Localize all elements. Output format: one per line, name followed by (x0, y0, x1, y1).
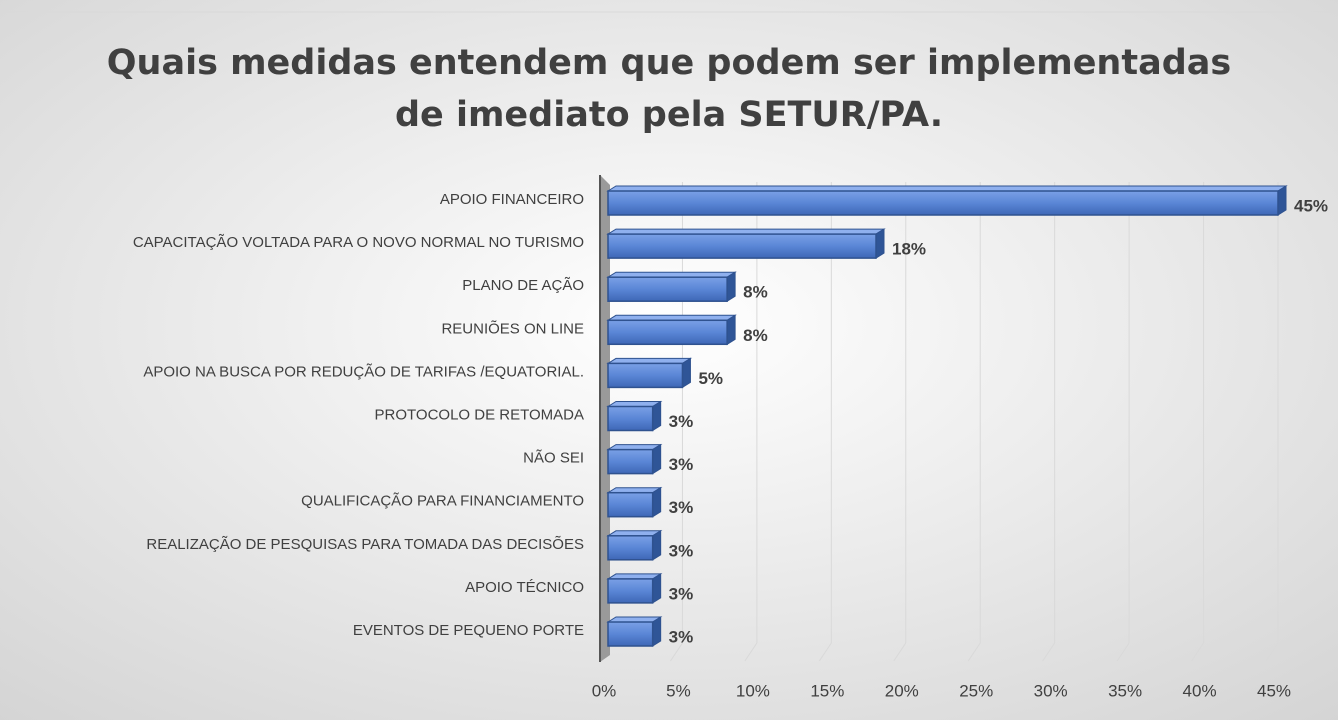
data-label: 5% (698, 369, 723, 388)
y-tick-label: PROTOCOLO DE RETOMADA (375, 406, 584, 423)
bar-side (726, 314, 736, 346)
x-tick-label: 40% (1183, 681, 1217, 700)
chart-title: Quais medidas entendem que podem ser imp… (107, 43, 1231, 83)
grid-line-floor (818, 642, 832, 662)
grid-line-floor (1265, 642, 1279, 662)
bar (607, 405, 654, 432)
data-label: 3% (669, 627, 694, 646)
x-tick-label: 15% (810, 681, 844, 700)
grid-line-floor (670, 642, 683, 662)
bar (607, 233, 877, 259)
data-label: 3% (669, 455, 694, 474)
y-tick-label: PLANO DE AÇÃO (462, 277, 584, 294)
x-tick-label: 35% (1108, 681, 1142, 700)
bar (607, 319, 728, 346)
x-tick-label: 0% (592, 681, 617, 700)
bar (607, 276, 728, 302)
grid-line-floor (1042, 642, 1056, 662)
grid-line-floor (744, 642, 758, 662)
bar-side (652, 443, 662, 475)
bar-side (726, 271, 736, 303)
bar-side (652, 616, 662, 647)
data-label: 45% (1294, 196, 1328, 215)
data-label: 3% (669, 584, 694, 603)
data-label: 3% (669, 541, 694, 560)
x-tick-label: 20% (885, 681, 919, 700)
x-tick-label: 45% (1257, 681, 1291, 700)
bar (607, 535, 654, 561)
bar (607, 448, 654, 475)
data-label: 3% (669, 498, 694, 517)
y-tick-label: APOIO NA BUSCA POR REDUÇÃO DE TARIFAS /E… (143, 363, 584, 380)
grid-line-floor (1191, 642, 1204, 662)
data-label: 8% (743, 326, 768, 345)
bar (607, 362, 684, 389)
data-label: 8% (743, 283, 768, 302)
bar-side (1277, 185, 1287, 216)
bar-side (875, 228, 885, 260)
bar (607, 578, 654, 604)
grid-line-floor (967, 642, 981, 662)
chart-title: de imediato pela SETUR/PA. (395, 95, 943, 135)
x-tick-label: 10% (736, 681, 770, 700)
data-label: 3% (669, 412, 694, 431)
y-tick-label: APOIO FINANCEIRO (440, 191, 584, 208)
y-tick-label: REUNIÕES ON LINE (441, 320, 584, 337)
bar-side (652, 400, 662, 432)
bar-side (652, 486, 662, 518)
x-tick-label: 30% (1034, 681, 1068, 700)
y-tick-label: EVENTOS DE PEQUENO PORTE (353, 622, 584, 639)
bar-side (681, 357, 691, 389)
y-tick-label: APOIO TÉCNICO (465, 579, 584, 596)
grid-line-floor (1116, 642, 1130, 662)
bar (607, 621, 654, 647)
y-tick-label: REALIZAÇÃO DE PESQUISAS PARA TOMADA DAS … (146, 536, 584, 553)
bar (607, 491, 654, 518)
y-tick-label: NÃO SEI (523, 450, 584, 467)
y-tick-label: QUALIFICAÇÃO PARA FINANCIAMENTO (301, 493, 584, 510)
data-label: 18% (892, 240, 926, 259)
x-tick-label: 25% (959, 681, 993, 700)
bar (607, 190, 1279, 216)
y-tick-label: CAPACITAÇÃO VOLTADA PARA O NOVO NORMAL N… (133, 234, 584, 251)
bar-side (652, 572, 662, 604)
bar-side (652, 529, 662, 561)
x-tick-label: 5% (666, 681, 691, 700)
grid-line-floor (893, 642, 907, 662)
